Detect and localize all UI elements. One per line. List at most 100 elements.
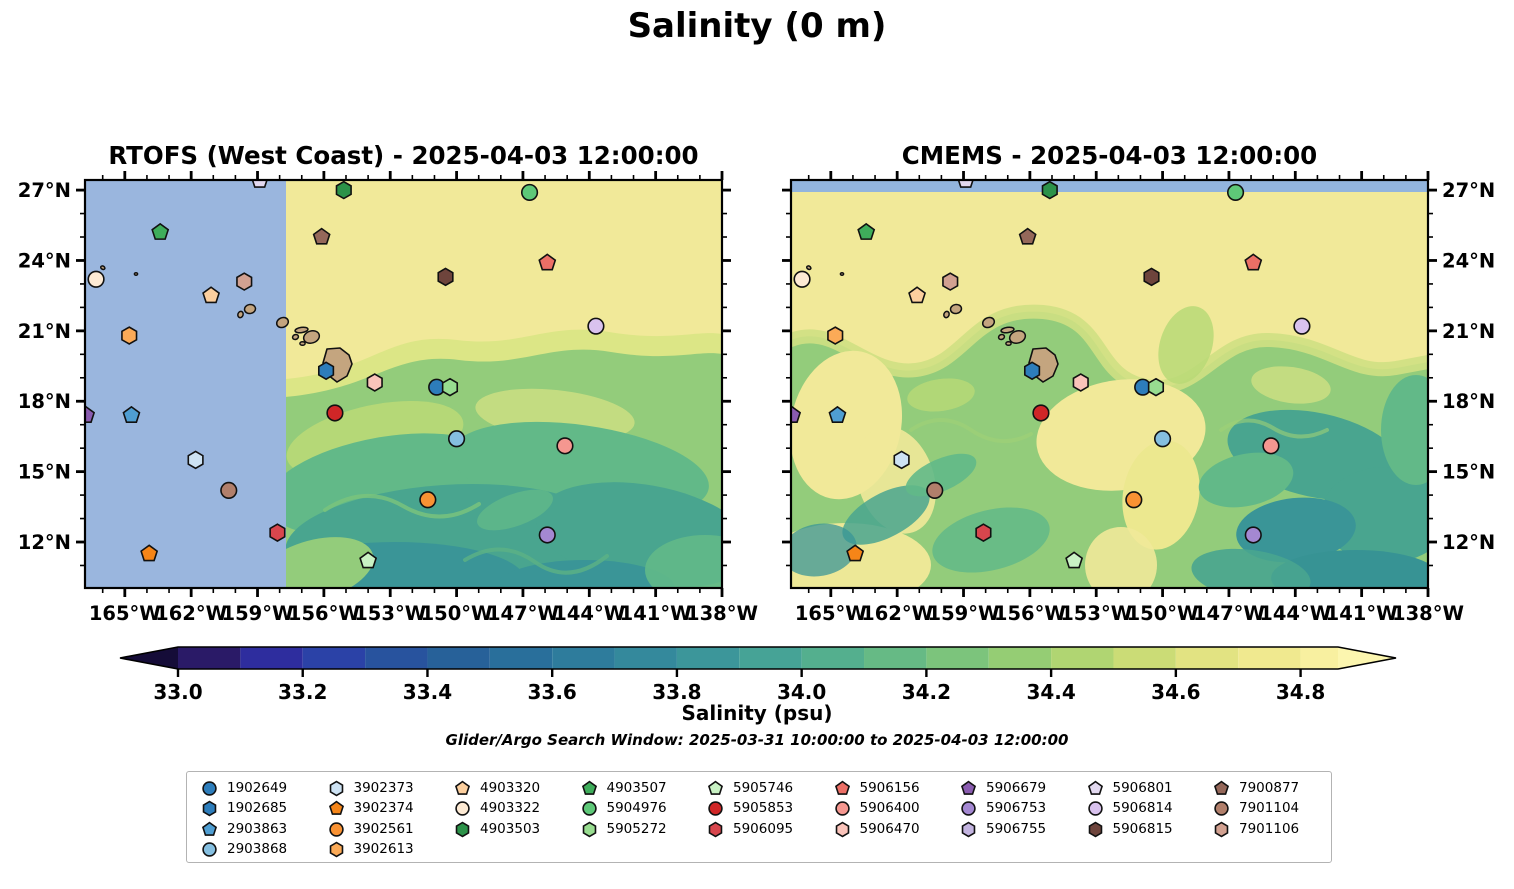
lon-tick-label: 147°W xyxy=(1193,602,1265,625)
float-marker-4903507 xyxy=(857,222,876,240)
legend-item-5906815: 5906815 xyxy=(1087,819,1214,840)
float-marker-5904976 xyxy=(520,183,539,202)
float-marker-2903863 xyxy=(122,405,141,423)
legend-label: 5905853 xyxy=(733,800,794,816)
island xyxy=(805,265,812,271)
float-marker-5905272 xyxy=(1147,377,1165,397)
lon-tick-label: 165°W xyxy=(89,602,161,625)
legend-label: 1902649 xyxy=(227,779,288,796)
circle-marker-icon xyxy=(328,822,344,837)
legend-item-5904976: 5904976 xyxy=(581,799,708,820)
lon-tick-label: 138°W xyxy=(1392,602,1464,625)
no-data-strip xyxy=(791,180,1428,192)
float-marker-5906156 xyxy=(1244,253,1263,271)
legend-item-7901106: 7901106 xyxy=(1213,819,1340,840)
field-contour xyxy=(842,485,930,545)
float-marker-5904976 xyxy=(1226,183,1245,202)
lat-tick-label: 27°N xyxy=(1442,179,1495,202)
island xyxy=(243,303,257,315)
legend-marker-4903320 xyxy=(454,780,471,795)
pentagon-marker-icon xyxy=(454,780,471,795)
island xyxy=(302,330,321,344)
lon-tick-label: 162°W xyxy=(155,602,227,625)
island xyxy=(275,316,290,329)
legend-marker-2903868 xyxy=(202,842,217,857)
field-contour xyxy=(1271,550,1428,588)
float-marker-5906801 xyxy=(251,180,268,188)
field-contour xyxy=(909,418,1033,444)
pentagon-marker-icon xyxy=(707,780,724,795)
lon-tick-label: 153°W xyxy=(1060,602,1132,625)
legend-marker-7901106 xyxy=(1214,821,1229,838)
hexagon-marker-icon xyxy=(582,821,596,838)
legend-marker-2903863 xyxy=(201,821,218,836)
colorbar-arrow-high xyxy=(1338,647,1396,669)
float-marker-5906679 xyxy=(85,405,96,423)
colorbar-label: Salinity (psu) xyxy=(681,701,833,725)
float-marker-3902373 xyxy=(187,450,204,470)
legend-label: 2903863 xyxy=(227,820,288,837)
legend-marker-3902613 xyxy=(329,841,343,858)
lon-tick-label: 156°W xyxy=(288,602,360,625)
colorbar: 33.0 33.2 33.4 33.6 33.8 34.0 34.2 34.4 34.6 34.8 xyxy=(119,646,1397,704)
legend-marker-4903507 xyxy=(581,780,597,795)
legend-item-5906753: 5906753 xyxy=(960,799,1087,820)
circle-marker-icon xyxy=(834,801,850,816)
pentagon-marker-icon xyxy=(1213,780,1230,795)
panel-title-cmems: CMEMS - 2025-04-03 12:00:00 xyxy=(901,141,1318,170)
legend-label: 5906095 xyxy=(733,820,794,837)
lat-tick-label: 12°N xyxy=(1442,531,1495,554)
legend-label: 5906753 xyxy=(986,800,1047,816)
legend-marker-7901104 xyxy=(1214,801,1229,816)
hexagon-marker-icon xyxy=(1088,821,1102,838)
island xyxy=(294,326,309,334)
map-panel-cmems: 165°W162°W159°W156°W153°W150°W147°W144°W… xyxy=(782,171,1495,625)
pentagon-marker-icon xyxy=(581,780,597,795)
lon-tick-label: 144°W xyxy=(553,602,625,625)
float-marker-4903503 xyxy=(1041,180,1058,200)
legend-item-4903322: 4903322 xyxy=(454,799,581,820)
legend-item-5906095: 5906095 xyxy=(707,819,834,840)
island xyxy=(981,316,996,329)
hexagon-marker-icon xyxy=(1214,821,1229,838)
legend-item-4903507: 4903507 xyxy=(581,778,708,799)
circle-marker-icon xyxy=(455,801,470,816)
island xyxy=(1008,330,1027,344)
hexagon-marker-icon xyxy=(329,780,343,797)
lon-tick-label: 141°W xyxy=(1326,602,1398,625)
lat-tick-label: 18°N xyxy=(1442,390,1495,413)
legend-item-3902374: 3902374 xyxy=(328,799,455,820)
field-contour xyxy=(1251,366,1331,404)
island xyxy=(237,310,244,319)
hexagon-marker-icon xyxy=(455,821,470,838)
legend-item-7901104: 7901104 xyxy=(1213,799,1340,820)
float-marker-5906814 xyxy=(587,317,605,335)
legend-label: 5906815 xyxy=(1112,820,1173,837)
float-marker-7901104 xyxy=(220,481,238,499)
legend-marker-3902561 xyxy=(328,822,344,837)
lon-tick-label: 150°W xyxy=(421,602,493,625)
colorbar-tick-label: 34.2 xyxy=(902,680,951,704)
lon-tick-label: 159°W xyxy=(928,602,1000,625)
lat-tick-label: 15°N xyxy=(18,461,71,484)
circle-marker-icon xyxy=(1214,801,1229,816)
lon-tick-label: 159°W xyxy=(222,602,294,625)
float-marker-5906753 xyxy=(538,526,556,544)
legend-item-2903868: 2903868 xyxy=(201,840,328,861)
field-contour xyxy=(1219,418,1329,439)
float-marker-5906095 xyxy=(975,523,992,542)
legend-label: 4903322 xyxy=(480,800,541,816)
circle-marker-icon xyxy=(202,781,217,796)
pentagon-marker-icon xyxy=(834,780,850,795)
float-marker-7901106 xyxy=(942,272,959,291)
float-marker-4903503 xyxy=(335,180,352,200)
legend-label: 2903868 xyxy=(227,841,288,857)
legend-label: 5906814 xyxy=(1112,800,1173,816)
colorbar-tick-label: 34.6 xyxy=(1151,680,1200,704)
pentagon-marker-icon xyxy=(960,780,977,795)
float-marker-3902374 xyxy=(846,544,865,562)
legend-label: 5906679 xyxy=(986,779,1047,796)
legend-label: 7901106 xyxy=(1239,820,1300,837)
lon-tick-label: 162°W xyxy=(861,602,933,625)
